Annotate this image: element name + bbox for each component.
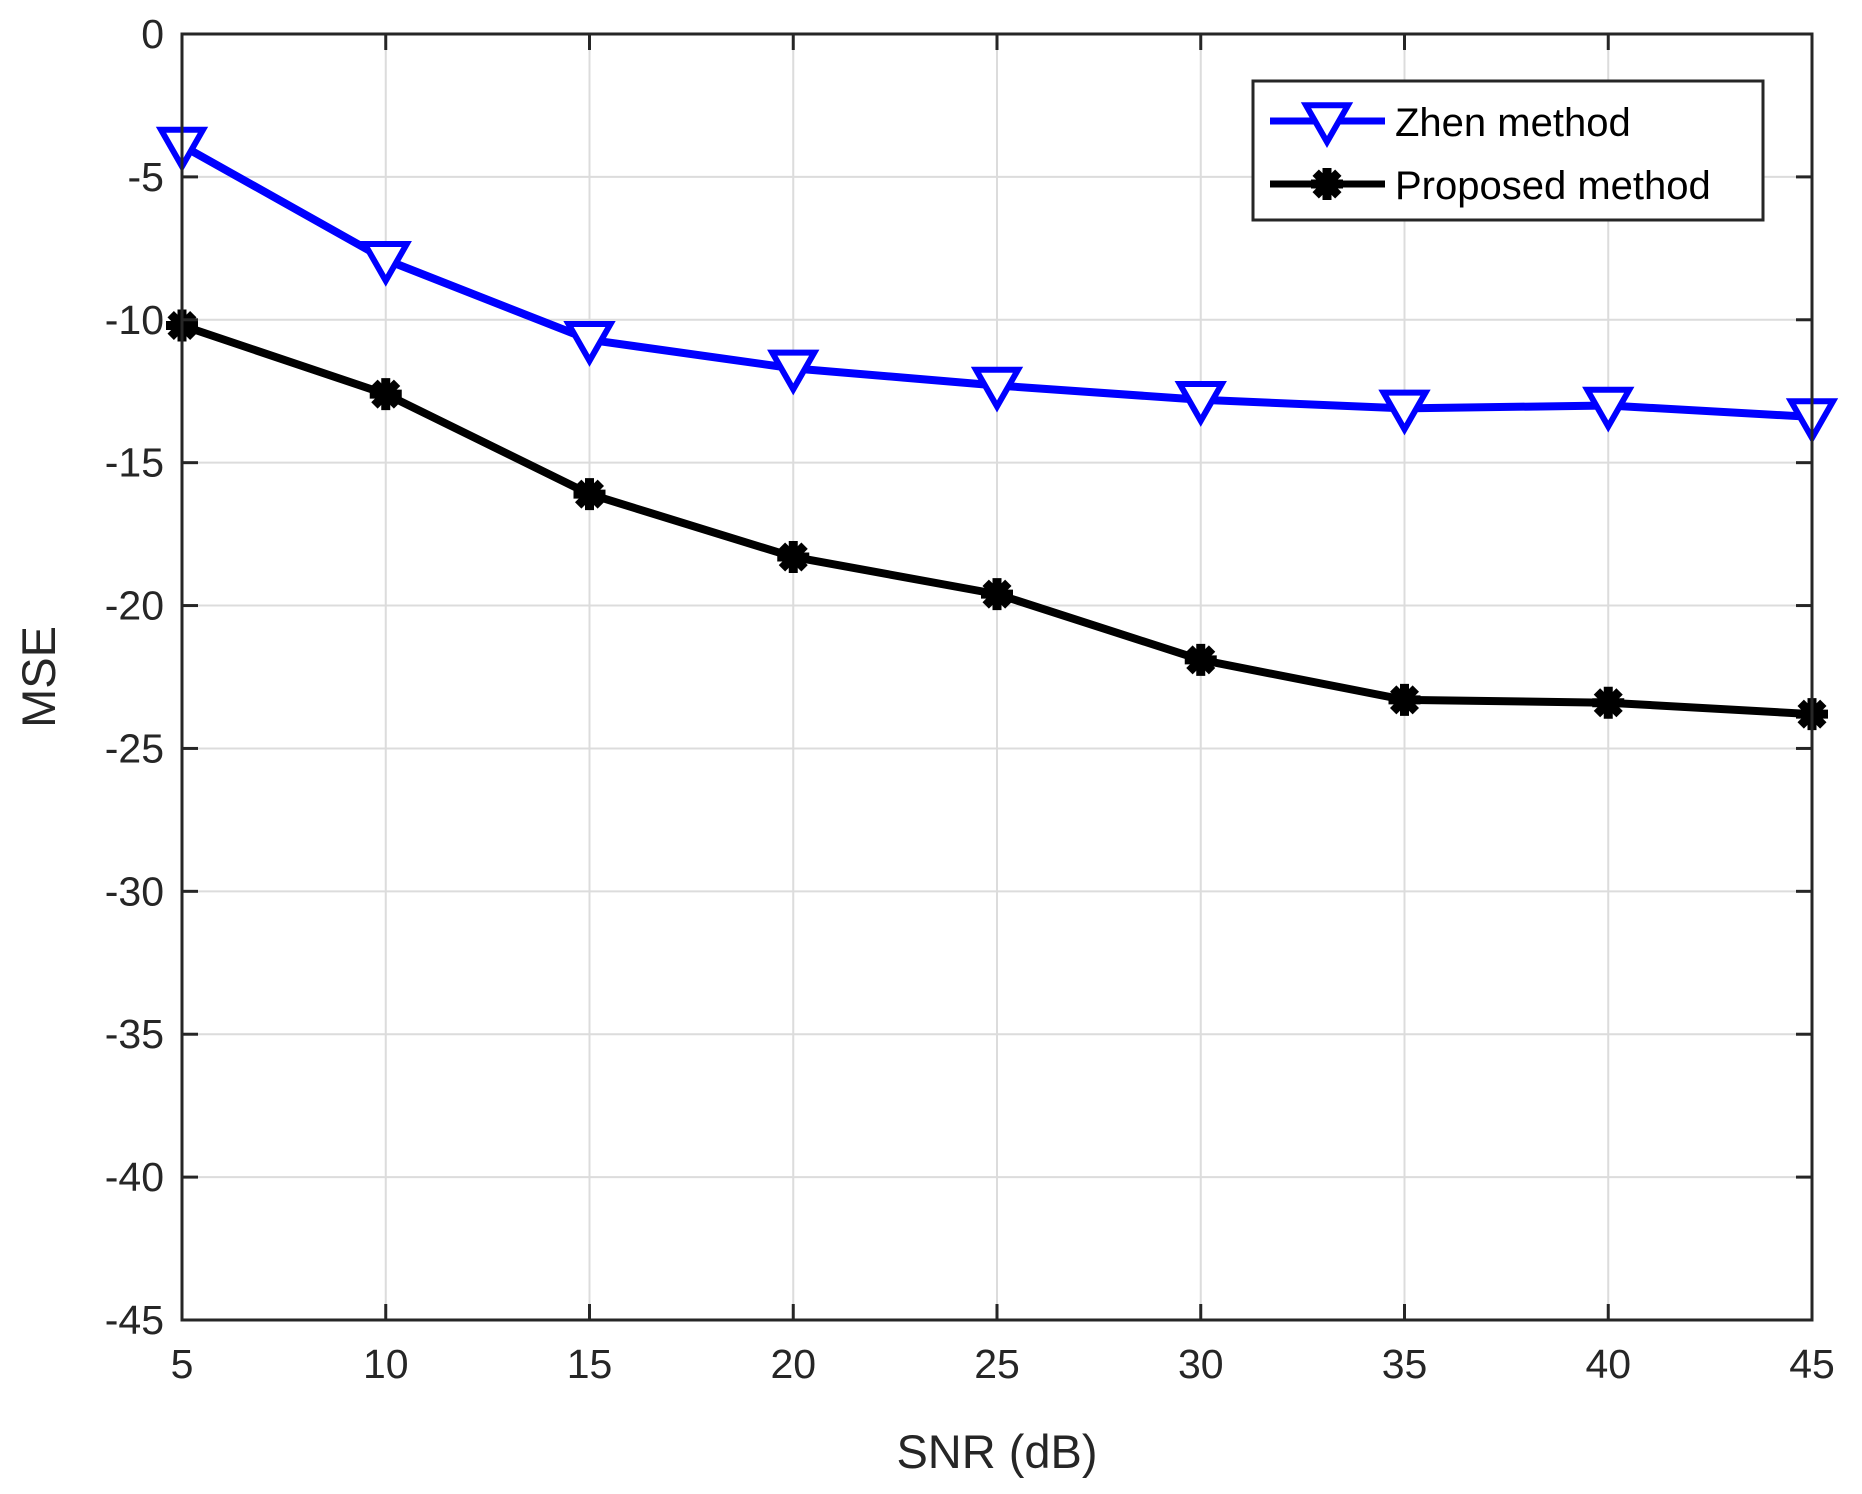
y-tick-label: -45 bbox=[105, 1297, 164, 1343]
data-point-proposed-method bbox=[981, 578, 1013, 611]
data-point-proposed-method bbox=[1184, 643, 1217, 676]
series-proposed-method bbox=[166, 309, 1828, 731]
data-point-proposed-method bbox=[369, 378, 402, 411]
y-tick-label: -15 bbox=[105, 440, 164, 486]
x-tick-label: 5 bbox=[171, 1341, 194, 1387]
data-point-zhen-method bbox=[1378, 389, 1431, 436]
legend: Zhen method Proposed method bbox=[1251, 79, 1765, 222]
x-tick-label: 30 bbox=[1178, 1341, 1224, 1387]
x-tick-label: 15 bbox=[567, 1341, 613, 1387]
y-tick-label: -40 bbox=[105, 1154, 164, 1200]
y-tick-label: -5 bbox=[128, 154, 164, 200]
data-point-proposed-method bbox=[573, 478, 606, 511]
data-point-zhen-method bbox=[563, 321, 616, 367]
y-tick-label: -30 bbox=[105, 868, 164, 914]
y-axis-title: MSE bbox=[12, 626, 65, 728]
data-point-zhen-method bbox=[970, 366, 1024, 413]
data-point-zhen-method bbox=[359, 241, 412, 287]
y-tick-label: 0 bbox=[141, 11, 164, 57]
x-tick-labels: 5 10 15 20 25 30 35 40 45 bbox=[171, 1341, 1835, 1387]
y-tick-labels: 0 -5 -10 -15 -20 -25 -30 -35 -40 -45 bbox=[105, 11, 164, 1343]
x-tick-label: 10 bbox=[363, 1341, 409, 1387]
legend-marker-shape bbox=[1300, 102, 1354, 149]
legend-label-zhen-method: Zhen method bbox=[1395, 101, 1631, 145]
data-point-zhen-method bbox=[1174, 381, 1227, 427]
data-point-zhen-method bbox=[1582, 386, 1635, 433]
legend-marker-zhen-method bbox=[1300, 102, 1354, 149]
x-tick-label: 25 bbox=[974, 1341, 1020, 1387]
x-tick-label: 20 bbox=[770, 1341, 816, 1387]
y-tick-label: -35 bbox=[105, 1011, 164, 1057]
legend-marker-shape bbox=[1311, 168, 1343, 200]
data-point-proposed-method bbox=[777, 540, 810, 573]
x-axis-title: SNR (dB) bbox=[896, 1425, 1097, 1478]
x-tick-label: 40 bbox=[1585, 1341, 1631, 1387]
data-point-proposed-method bbox=[1592, 686, 1625, 719]
legend-label-proposed-method: Proposed method bbox=[1395, 164, 1711, 208]
y-tick-label: -20 bbox=[105, 583, 164, 629]
series-layer bbox=[155, 126, 1839, 731]
data-point-proposed-method bbox=[1388, 683, 1421, 716]
x-tick-label: 45 bbox=[1789, 1341, 1835, 1387]
ticks bbox=[180, 32, 1814, 1322]
data-point-zhen-method bbox=[767, 349, 820, 396]
x-tick-label: 35 bbox=[1382, 1341, 1428, 1387]
y-tick-label: -25 bbox=[105, 725, 164, 771]
legend-marker-proposed-method bbox=[1311, 168, 1343, 200]
y-tick-label: -10 bbox=[105, 297, 164, 343]
